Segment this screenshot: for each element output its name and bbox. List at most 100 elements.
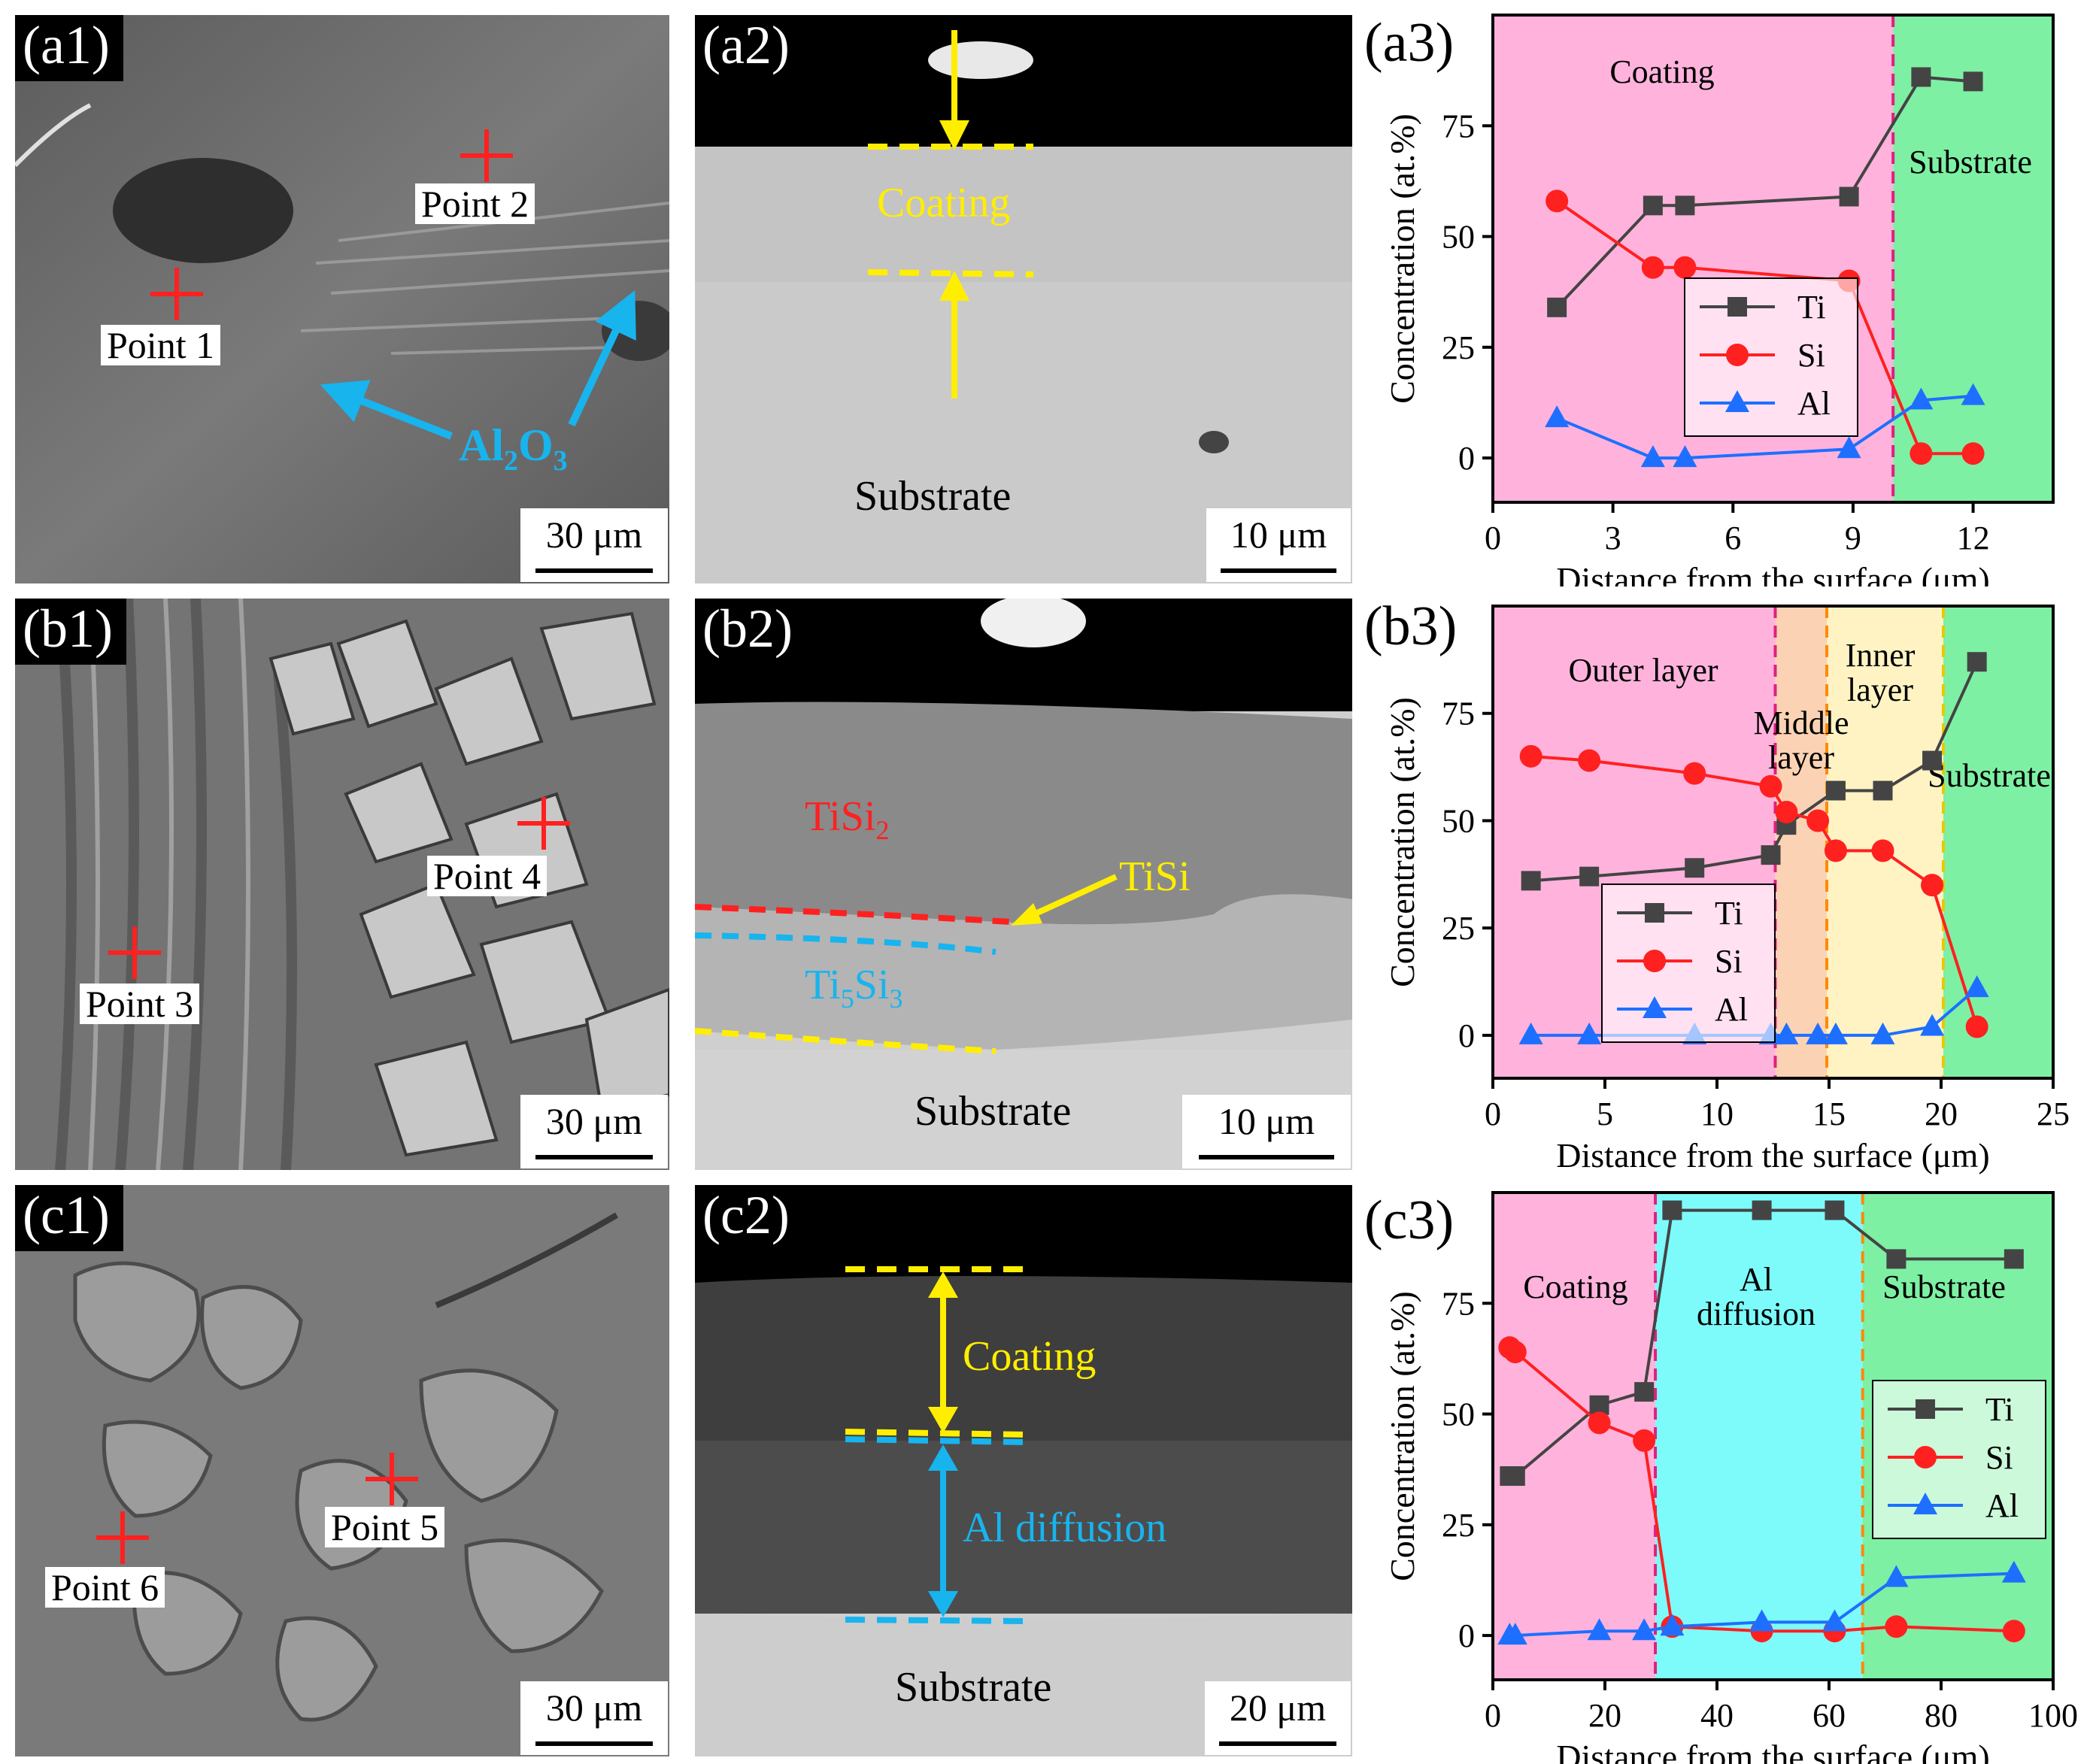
point-1-label: Point 1	[101, 325, 221, 365]
data-point-ti	[1967, 652, 1987, 672]
zone-label-1: Substrate	[1909, 144, 2032, 180]
legend-label-si: Si	[1797, 337, 1825, 374]
data-point-si	[1775, 801, 1798, 824]
point-5-label: Point 5	[325, 1507, 445, 1547]
x-tick-label: 3	[1605, 520, 1621, 556]
legend: Ti Si Al	[1601, 884, 1776, 1043]
point-6-label: Point 6	[45, 1567, 165, 1608]
x-tick-label: 25	[2037, 1096, 2070, 1132]
y-tick-label: 0	[1458, 1617, 1475, 1654]
concentration-chart-a3: Coating Substrate 0 3 6 9 12 0 25 50 75 Distance fr…	[1354, 0, 2090, 586]
legend-label-si: Si	[1985, 1439, 2013, 1476]
y-axis-label: Concentration (at.%)	[1383, 1291, 1421, 1581]
y-tick-label: 25	[1442, 1507, 1475, 1544]
sem-surface-image-c1: (c1) Point 5 Point 6 30 μm	[15, 1185, 669, 1756]
data-point-si	[1683, 762, 1706, 785]
data-point-ti	[1761, 845, 1781, 865]
data-point-ti	[1634, 1382, 1655, 1402]
data-point-si	[1641, 256, 1664, 279]
x-axis-label: Distance from the surface (μm)	[1556, 1136, 1989, 1174]
substrate-label-b2: Substrate	[915, 1088, 1072, 1135]
zone-3	[1943, 606, 2053, 1078]
legend: Ti Si Al	[1684, 277, 1858, 437]
legend-marker-ti	[1645, 903, 1664, 923]
series-ti	[1500, 1200, 2024, 1487]
data-point-si	[1759, 774, 1782, 798]
data-point-ti	[1547, 297, 1567, 317]
data-point-al	[1837, 436, 1861, 459]
legend-box	[1684, 277, 1858, 437]
cross-section-layers	[695, 1185, 1352, 1756]
data-point-al	[1822, 1609, 1847, 1632]
zone-1	[1655, 1193, 1863, 1680]
data-point-ti	[1963, 71, 1983, 92]
data-point-ti	[1579, 866, 1600, 887]
legend-marker-si	[1914, 1446, 1937, 1468]
substrate-label-c2: Substrate	[895, 1664, 1052, 1711]
concentration-chart-b3: Outer layer Middle layer Inner layer Substrat…	[1354, 583, 2090, 1178]
zone-label-2: Inner layer	[1846, 637, 1916, 708]
data-point-al	[1884, 1565, 1909, 1587]
legend-marker-ti	[1916, 1399, 1935, 1419]
zone-label-0: Coating	[1609, 53, 1714, 90]
point-5-marker	[366, 1453, 418, 1505]
concentration-chart-c3: Coating Al diffusion Substrate 0 20 40 60 80 100 0…	[1354, 1178, 2090, 1764]
x-tick-label: 9	[1845, 520, 1861, 556]
y-tick-label: 0	[1458, 1017, 1475, 1054]
series-ti	[1547, 67, 1983, 317]
data-point-ti	[1675, 195, 1695, 216]
data-point-ti	[1922, 750, 1943, 771]
series-ti	[1521, 652, 1987, 891]
x-tick-label: 0	[1485, 1697, 1501, 1734]
data-point-si	[1824, 839, 1847, 862]
x-axis-label: Distance from the surface (μm)	[1556, 1738, 1989, 1764]
y-tick-label: 75	[1442, 696, 1475, 732]
x-tick-label: 20	[1925, 1096, 1958, 1132]
data-point-si	[1806, 809, 1830, 832]
y-tick-label: 50	[1442, 219, 1475, 256]
x-tick-label: 0	[1485, 1096, 1501, 1132]
panel-tag-a1: (a1)	[15, 15, 123, 81]
tisi-label: TiSi	[1119, 853, 1191, 900]
point-3-marker	[108, 926, 161, 979]
data-point-al	[1964, 975, 1989, 998]
coating-label-a2: Coating	[877, 180, 1011, 226]
cross-section-layers	[695, 599, 1352, 1170]
panel-tag-c1: (c1)	[15, 1185, 123, 1251]
series-si	[1519, 744, 1988, 1038]
al2o3-arrows	[320, 289, 636, 440]
chart-svg-c3: Coating Al diffusion Substrate 0 20 40 60 80 100 0…	[1383, 1191, 2078, 1764]
legend-label-ti: Ti	[1985, 1391, 2014, 1428]
data-point-si	[1546, 189, 1569, 213]
zone-1	[1775, 606, 1828, 1078]
scale-bar-b2: 10 μm	[1182, 1095, 1351, 1168]
legend-label-al: Al	[1715, 991, 1748, 1028]
zone-1	[1893, 15, 2053, 502]
panel-tag-b2: (b2)	[695, 599, 806, 665]
data-point-al	[1920, 1014, 1945, 1036]
plot-frame	[1491, 605, 2055, 1080]
point-2-marker	[460, 129, 513, 182]
data-point-si	[1633, 1429, 1656, 1452]
series-al	[1497, 1560, 2026, 1645]
data-point-si	[1578, 749, 1601, 772]
sem-surface-image-a1: (a1) Point 2 Point 1 Al2O3 30 μm	[15, 15, 669, 583]
x-tick-label: 40	[1700, 1697, 1734, 1734]
scale-bar-a2: 10 μm	[1206, 508, 1351, 582]
data-point-al	[1660, 1614, 1685, 1636]
y-tick-label: 75	[1442, 108, 1475, 144]
cross-section-image-c2: (c2) Coating Al diffusion Substrate 20 μ…	[695, 1185, 1352, 1756]
data-point-si	[1910, 442, 1933, 465]
data-point-ti	[1505, 1466, 1525, 1487]
data-point-si	[1519, 744, 1542, 768]
data-point-si	[1885, 1615, 1908, 1638]
plot-frame	[1491, 14, 2055, 504]
data-point-al	[1870, 1022, 1895, 1044]
legend: Ti Si Al	[1872, 1380, 2046, 1539]
panel-tag-b1: (b1)	[15, 599, 126, 665]
legend-label-al: Al	[1797, 385, 1831, 422]
data-point-ti	[1825, 1200, 1845, 1220]
chart-svg-a3: Coating Substrate 0 3 6 9 12 0 25 50 75 Distance fr…	[1383, 14, 2055, 586]
data-point-al	[1774, 1022, 1799, 1044]
